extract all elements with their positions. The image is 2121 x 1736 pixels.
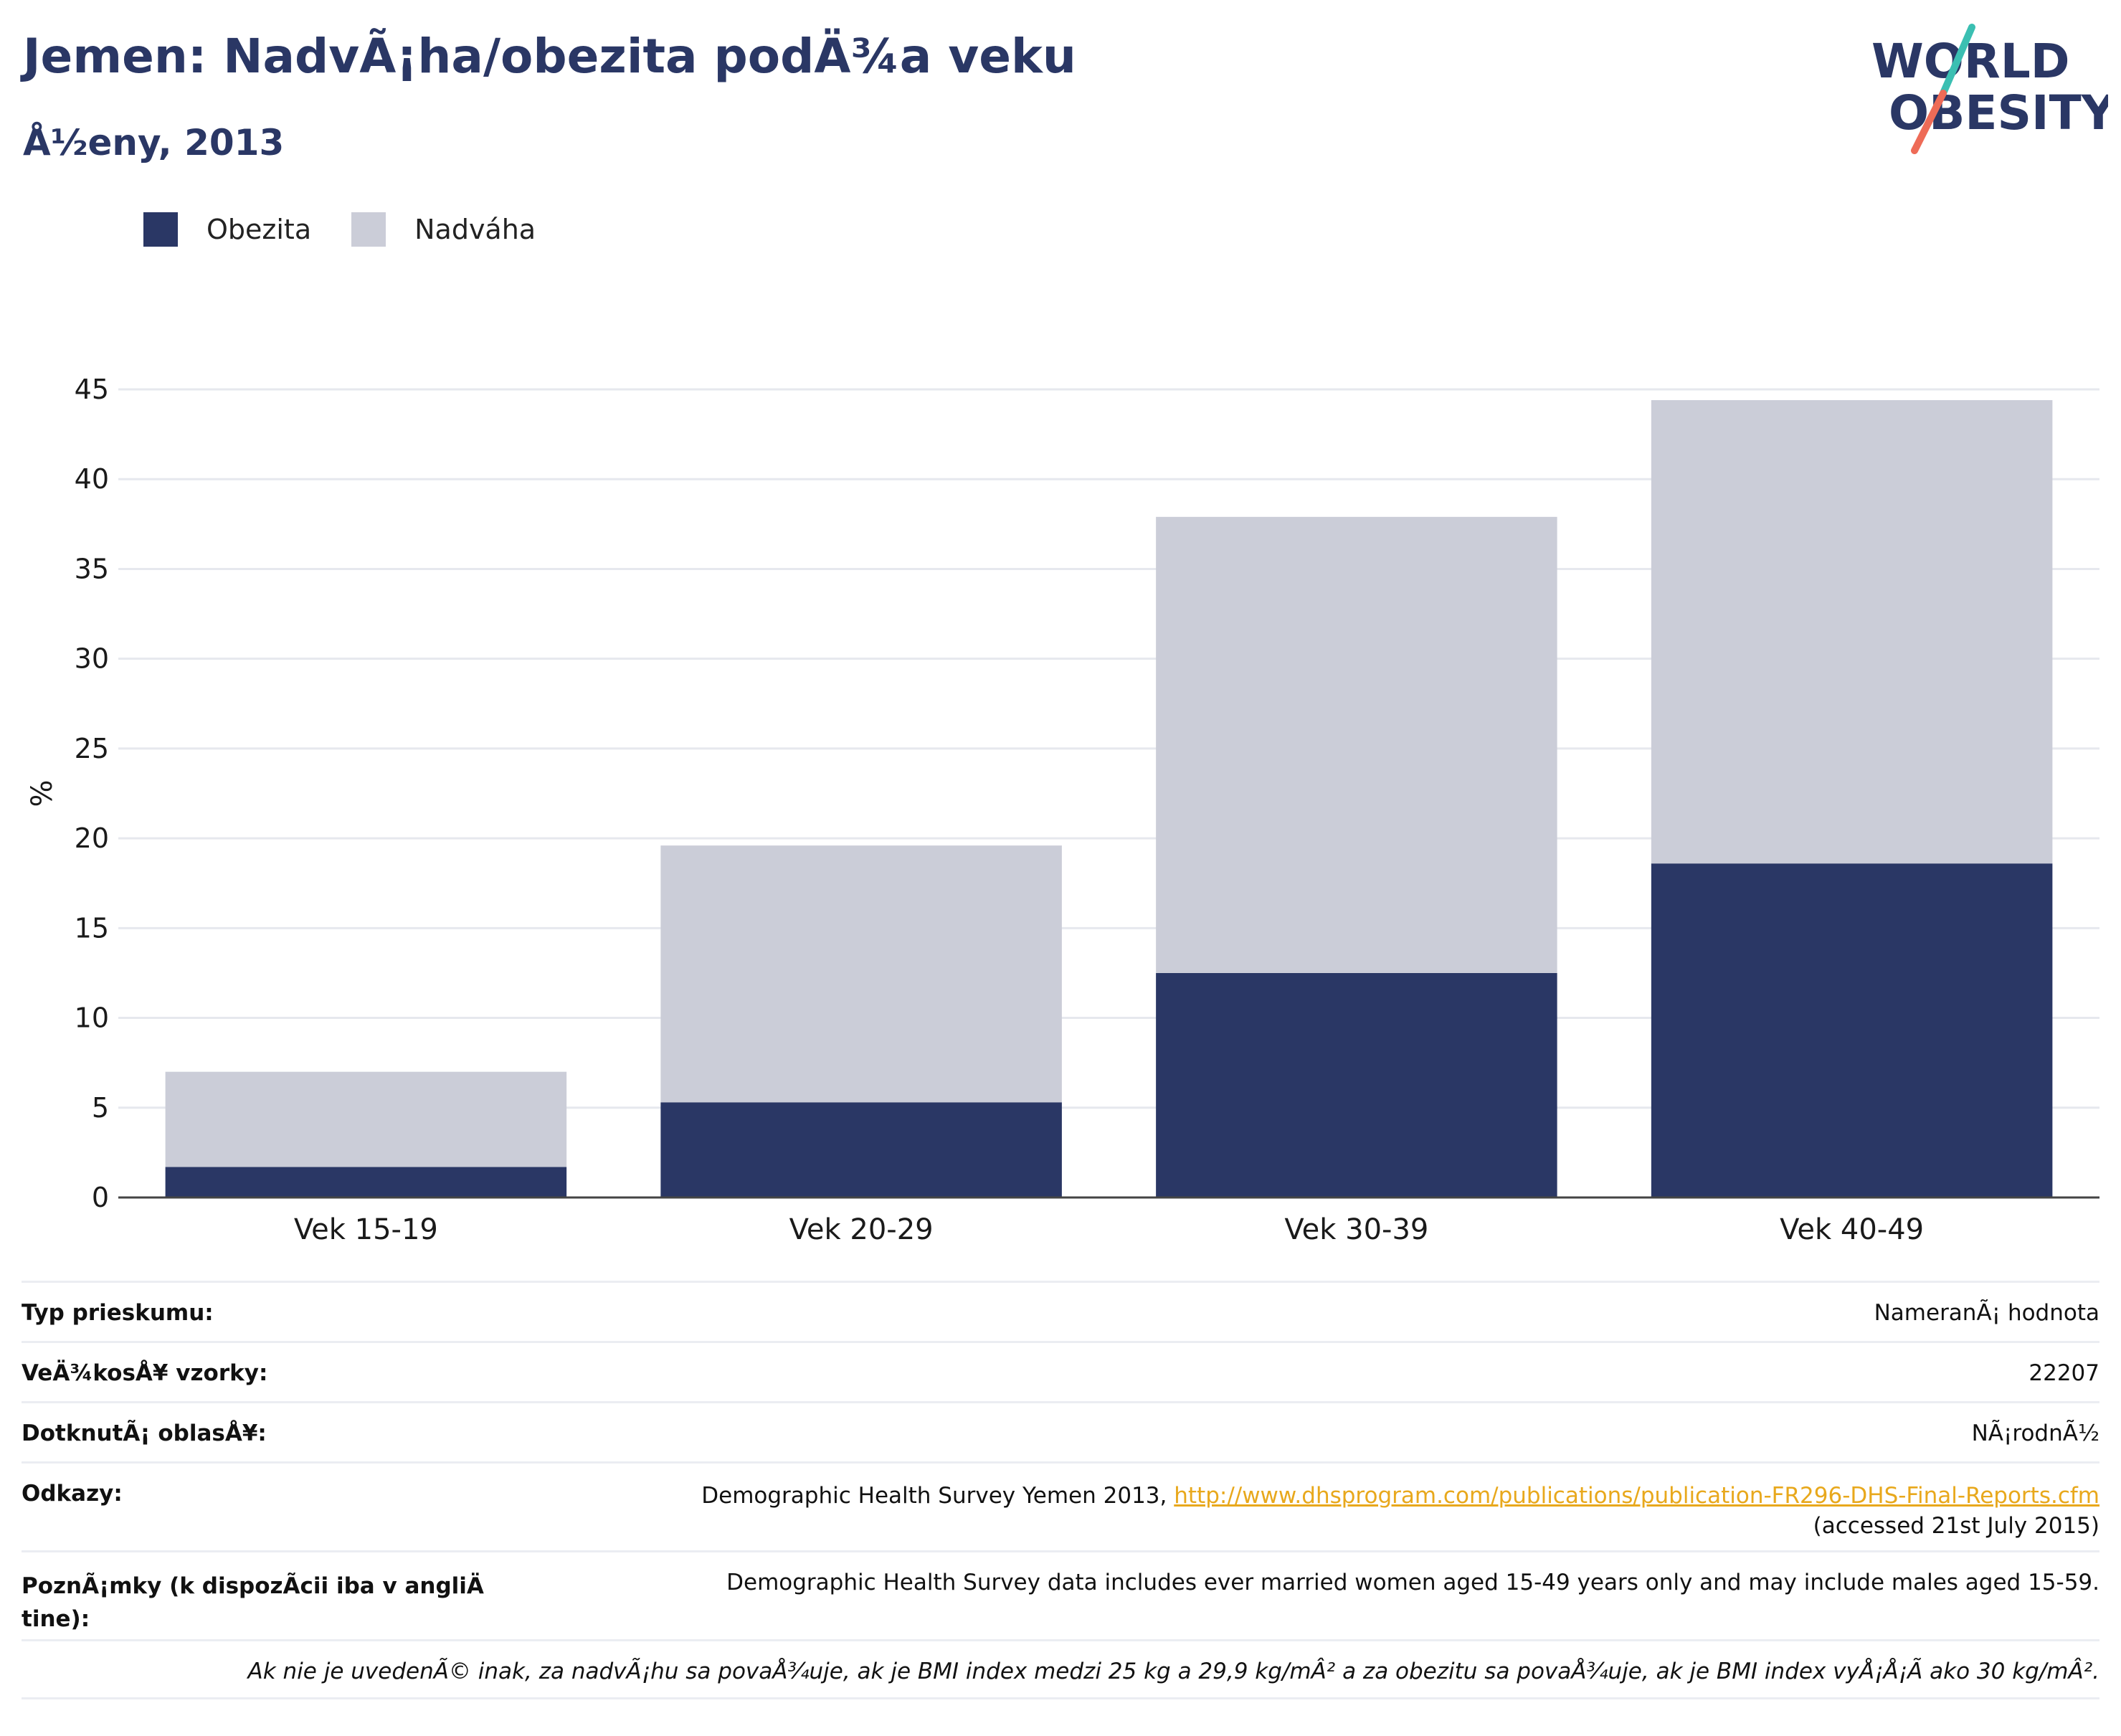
x-tick-label-4: Vek 40-49 [1780, 1213, 1924, 1246]
logo-slash-teal [1940, 24, 1975, 97]
chart-legend: Obezita Nadváha [143, 212, 576, 247]
info-table: Typ prieskumu: NameranÃ¡ hodnota VeÄ¾kos… [22, 1281, 2099, 1699]
logo-text-world: WORLD [1871, 34, 2070, 89]
references-text: Demographic Health Survey Yemen 2013, [701, 1483, 1175, 1509]
bar-nadvaha-3 [1156, 516, 1557, 973]
y-tick-label-40: 40 [75, 463, 109, 495]
references-accessed: (accessed 21st July 2015) [1813, 1513, 2099, 1539]
y-tick-label-15: 15 [75, 912, 109, 944]
legend-swatch-obezita [143, 212, 178, 247]
bar-obezita-2 [660, 1102, 1062, 1197]
chart-title: Jemen: NadvÃ¡ha/obezita podÄ¾a veku [23, 29, 1076, 84]
area-value: NÃ¡rodnÃ½ [1971, 1420, 2099, 1446]
legend-item-nadvaha[interactable]: Nadváha [351, 212, 536, 247]
info-row-sample-size: VeÄ¾kosÅ¥ vzorky: 22207 [22, 1341, 2099, 1401]
y-tick-label-10: 10 [75, 1002, 109, 1034]
bar-obezita-1 [165, 1167, 567, 1197]
bar-nadvaha-1 [165, 1071, 567, 1167]
y-axis-title: % [26, 779, 59, 807]
y-tick-label-45: 45 [75, 374, 109, 405]
x-tick-label-2: Vek 20-29 [789, 1213, 934, 1246]
bar-obezita-4 [1651, 863, 2053, 1197]
world-obesity-logo: WORLD OBESITY [1871, 24, 2108, 154]
bar-nadvaha-4 [1651, 400, 2053, 864]
legend-item-obezita[interactable]: Obezita [143, 212, 311, 247]
survey-type-value: NameranÃ¡ hodnota [1874, 1300, 2099, 1326]
area-label: DotknutÃ¡ oblasÅ¥: [22, 1420, 267, 1446]
legend-swatch-nadvaha [351, 212, 386, 247]
references-label: Odkazy: [22, 1481, 123, 1507]
notes-value: Demographic Health Survey data includes … [726, 1570, 2099, 1595]
survey-type-label: Typ prieskumu: [22, 1300, 214, 1326]
footnote: Ak nie je uvedenÃ© inak, za nadvÃ¡hu sa … [22, 1639, 2099, 1699]
bar-obezita-3 [1156, 972, 1557, 1197]
legend-label-nadvaha: Nadváha [414, 214, 536, 245]
sample-size-value: 22207 [2029, 1360, 2099, 1386]
bar-chart: 0 5 10 15 20 25 30 35 40 45% Vek 15-19 Vek 20-29 Vek… [26, 374, 2099, 1246]
x-tick-label-3: Vek 30-39 [1284, 1213, 1428, 1246]
logo-slash-coral [1911, 90, 1947, 154]
y-tick-label-30: 30 [75, 643, 109, 675]
info-row-area: DotknutÃ¡ oblasÅ¥: NÃ¡rodnÃ½ [22, 1401, 2099, 1461]
y-tick-label-25: 25 [75, 733, 109, 764]
y-tick-label-35: 35 [75, 553, 109, 584]
legend-label-obezita: Obezita [207, 214, 312, 245]
y-tick-label-20: 20 [75, 822, 109, 854]
y-tick-label-5: 5 [92, 1092, 109, 1124]
info-row-notes: PoznÃ¡mky (k dispozÃcii iba v angliÄ tin… [22, 1550, 2099, 1639]
references-link[interactable]: http://www.dhsprogram.com/publications/p… [1174, 1483, 2099, 1509]
references-value: Demographic Health Survey Yemen 2013, ht… [701, 1481, 2099, 1541]
bar-nadvaha-2 [660, 845, 1062, 1103]
chart-subtitle: Å½eny, 2013 [23, 122, 285, 163]
sample-size-label: VeÄ¾kosÅ¥ vzorky: [22, 1360, 268, 1386]
y-tick-label-0: 0 [92, 1182, 109, 1213]
notes-label: PoznÃ¡mky (k dispozÃcii iba v angliÄ tin… [22, 1573, 484, 1632]
info-row-references: Odkazy: Demographic Health Survey Yemen … [22, 1461, 2099, 1550]
x-tick-label-1: Vek 15-19 [294, 1213, 438, 1246]
info-row-survey-type: Typ prieskumu: NameranÃ¡ hodnota [22, 1281, 2099, 1341]
